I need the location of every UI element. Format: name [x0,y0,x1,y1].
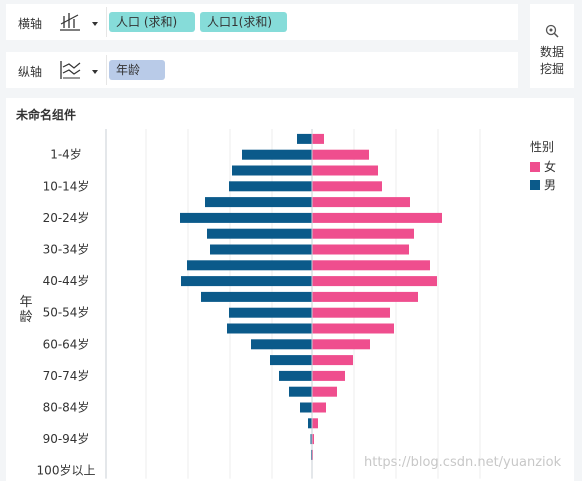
bar-male[interactable] [229,307,312,318]
bar-female[interactable] [312,307,390,318]
bar-male[interactable] [310,434,313,445]
x-field-pill-1[interactable]: 人口1(求和) [200,12,287,32]
bar-male[interactable] [187,260,312,271]
bar-female[interactable] [312,244,409,255]
y-tick-label: 1-4岁 [50,147,82,162]
legend-title: 性别 [530,140,555,154]
legend-item-female[interactable]: 女 [530,160,556,174]
bar-male[interactable] [300,402,312,413]
bar-male[interactable] [201,291,312,302]
y-tick-label: 70-74岁 [43,368,90,383]
bar-female[interactable] [312,418,318,429]
x-axis-row: 横轴 人口 (求和) 人口1(求和) [6,4,518,40]
bar-male[interactable] [251,339,312,350]
bar-female[interactable] [312,276,437,287]
bar-female[interactable] [312,133,324,144]
data-mining-label-line1: 数据 [539,45,564,59]
bar-female[interactable] [312,228,414,239]
y-tick-label: 60-64岁 [43,336,90,351]
bar-male[interactable] [308,418,312,429]
bar-female[interactable] [312,212,442,223]
bar-male[interactable] [270,355,312,366]
y-field-pill-0[interactable]: 年龄 [109,60,165,80]
y-tick-label: 50-54岁 [43,305,90,320]
bar-male[interactable] [180,212,312,223]
x-field-pill-0[interactable]: 人口 (求和) [109,12,195,32]
bar-male[interactable] [289,386,312,397]
legend-item-male[interactable]: 男 [530,178,556,192]
bar-male[interactable] [279,370,312,381]
bar-chart-vertical-icon [60,13,80,31]
bar-female[interactable] [312,434,314,445]
legend-swatch-male [530,180,540,190]
data-mining-icon [545,24,559,38]
bar-female[interactable] [312,386,337,397]
bar-male[interactable] [229,181,312,192]
y-axis-title-char: 年 [19,295,32,310]
chevron-down-icon [92,70,98,74]
bar-female[interactable] [312,197,410,208]
bar-male[interactable] [232,165,312,176]
bar-female[interactable] [312,370,345,381]
bar-female[interactable] [312,355,353,366]
bar-female[interactable] [312,291,418,302]
population-pyramid-chart: 1-4岁 10-14岁 20-24岁 30-34岁 40-44岁 50-54岁 60-64岁… [19,129,481,479]
x-axis-label: 横轴 [18,17,43,31]
bar-female[interactable] [312,339,370,350]
bar-female[interactable] [312,260,430,271]
y-tick-label: 20-24岁 [43,210,90,225]
y-tick-label: 30-34岁 [43,242,90,257]
y-axis-title-char: 龄 [19,310,32,325]
watermark: https://blog.csdn.net/yuanziok [364,455,562,470]
legend-label-male: 男 [544,178,557,192]
bar-male[interactable] [242,149,312,160]
chart-card: 未命名组件 1-4岁 10-14岁 20-24岁 30-34岁 40-44岁 50-54岁… [6,98,574,481]
chart-title: 未命名组件 [16,108,77,122]
data-mining-button[interactable]: 数据 挖掘 [530,4,574,88]
legend-swatch-female [530,162,540,172]
y-tick-label: 90-94岁 [43,431,90,446]
legend-label-female: 女 [544,160,557,174]
bar-female[interactable] [312,323,394,334]
y-tick-label: 40-44岁 [43,273,90,288]
bar-male[interactable] [207,228,312,239]
y-tick-label: 80-84岁 [43,400,90,415]
x-axis-chart-type-selector[interactable] [58,10,102,34]
bar-female[interactable] [312,149,369,160]
line-chart-icon [60,61,81,79]
bar-male[interactable] [227,323,312,334]
y-axis-chart-type-selector[interactable] [58,58,102,82]
y-axis-label: 纵轴 [18,65,43,79]
bar-female[interactable] [312,165,378,176]
bar-female[interactable] [312,402,326,413]
bar-male[interactable] [181,276,312,287]
y-tick-label: 100岁以上 [37,463,96,478]
divider [106,55,107,85]
bar-male[interactable] [210,244,312,255]
bar-male[interactable] [297,133,312,144]
y-axis-row: 纵轴 年龄 [6,52,518,88]
chevron-down-icon [92,22,98,26]
y-tick-label: 10-14岁 [43,178,90,193]
bar-male[interactable] [205,197,312,208]
divider [106,7,107,37]
bar-female[interactable] [312,181,382,192]
data-mining-label-line2: 挖掘 [539,62,564,76]
